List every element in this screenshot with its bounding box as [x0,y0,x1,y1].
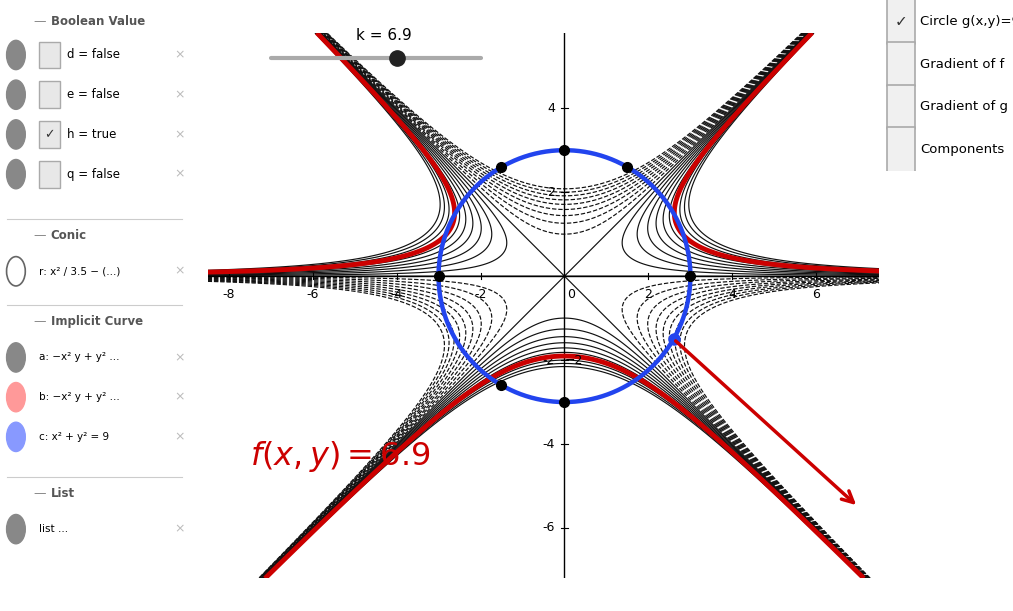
Text: —: — [33,229,47,243]
Text: b: −x² y + y² …: b: −x² y + y² … [40,392,121,402]
Text: List: List [51,487,75,500]
Text: Gradient of f: Gradient of f [921,57,1005,71]
Text: 6: 6 [812,288,821,301]
Text: —: — [33,487,47,500]
Text: Circle g(x,y)=9: Circle g(x,y)=9 [921,15,1013,28]
Text: c: x² + y² = 9: c: x² + y² = 9 [40,432,109,442]
Text: ×: × [174,430,184,444]
Text: −2: −2 [564,354,582,367]
Text: Conic: Conic [51,229,87,243]
Text: Components: Components [921,143,1005,156]
Ellipse shape [6,422,25,452]
Bar [40,121,60,148]
Text: -2: -2 [543,354,555,367]
Text: ✓: ✓ [45,128,55,141]
Text: Gradient of g: Gradient of g [921,100,1008,114]
Bar [40,42,60,68]
Ellipse shape [6,159,25,189]
Text: 4: 4 [547,101,555,115]
Ellipse shape [6,40,25,70]
Text: -2: -2 [474,288,486,301]
Bar [887,0,915,43]
Text: 2: 2 [547,186,555,199]
Text: ×: × [174,128,184,141]
Ellipse shape [6,80,25,109]
Text: -8: -8 [223,288,235,301]
Text: ×: × [174,522,184,536]
Text: 2: 2 [644,288,652,301]
Text: ×: × [174,390,184,404]
Text: ×: × [174,48,184,62]
Text: ×: × [174,351,184,364]
Ellipse shape [6,382,25,412]
Text: —: — [33,315,47,329]
Text: d = false: d = false [68,48,121,62]
Bar [887,85,915,129]
Text: 0: 0 [566,288,574,301]
Text: q = false: q = false [68,167,121,181]
Bar [887,128,915,172]
Text: -4: -4 [390,288,403,301]
Ellipse shape [6,514,25,544]
Bar [40,81,60,108]
Text: ×: × [174,88,184,101]
Text: —: — [33,15,47,28]
Ellipse shape [6,120,25,149]
Text: 4: 4 [728,288,736,301]
Bar [887,42,915,86]
Bar [40,161,60,188]
Text: ×: × [174,265,184,278]
Text: ×: × [174,167,184,181]
Text: h = true: h = true [68,128,116,141]
Text: list …: list … [40,524,69,534]
Text: Implicit Curve: Implicit Curve [51,315,143,329]
Text: r: x² / 3.5 − (...): r: x² / 3.5 − (...) [40,266,121,276]
Text: Boolean Value: Boolean Value [51,15,145,28]
Text: $f(x,y)=6.9$: $f(x,y)=6.9$ [249,439,431,474]
Text: -6: -6 [306,288,319,301]
Text: k = 6.9: k = 6.9 [357,28,412,43]
Text: e = false: e = false [68,88,121,101]
Ellipse shape [6,343,25,372]
Text: ✓: ✓ [894,14,908,29]
Text: -6: -6 [543,521,555,535]
Ellipse shape [6,257,25,286]
Text: a: −x² y + y² …: a: −x² y + y² … [40,353,120,362]
Text: -4: -4 [543,437,555,450]
